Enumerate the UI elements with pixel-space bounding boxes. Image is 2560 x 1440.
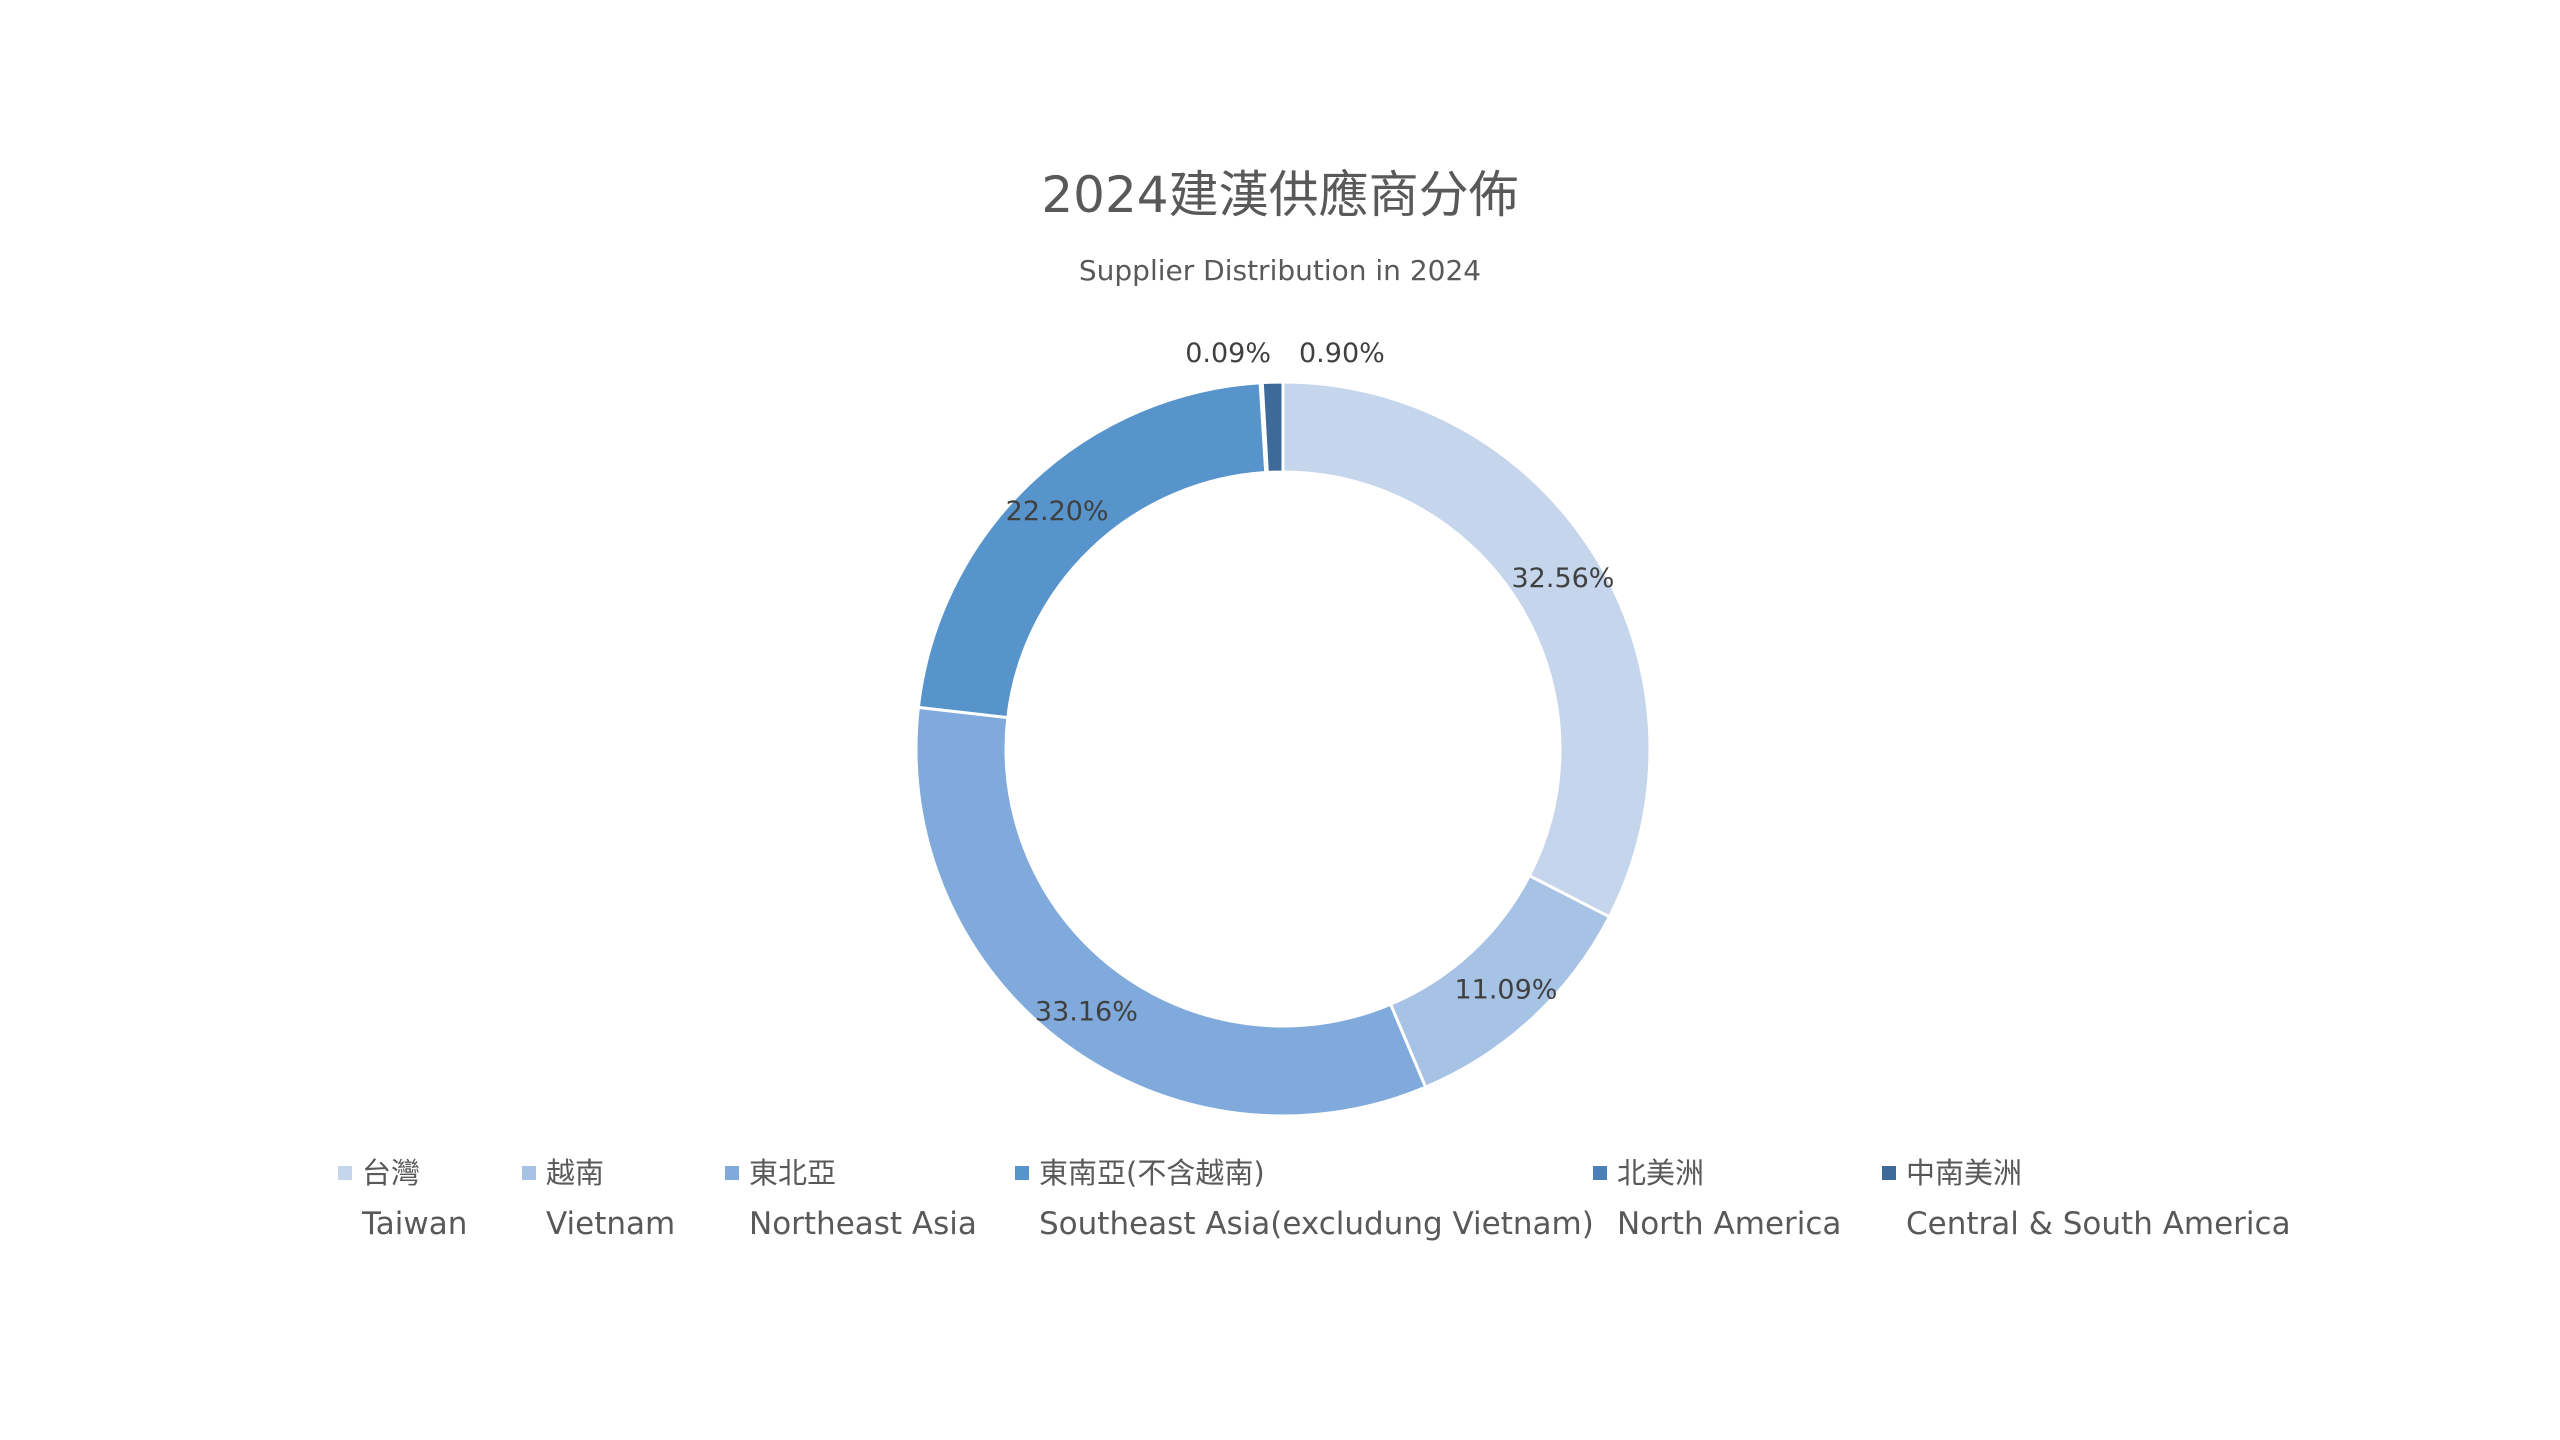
donut-slice-taiwan: [1281, 380, 1652, 919]
legend-label-en: Central & South America: [1906, 1206, 2291, 1242]
data-label-north-america: 0.09%: [1185, 338, 1271, 369]
chart-title: 2024建漢供應商分佈: [1041, 166, 1519, 224]
data-label-central-south-america: 0.90%: [1299, 338, 1385, 369]
legend-swatch: [338, 1166, 352, 1180]
legend-swatch: [1593, 1166, 1607, 1180]
donut-slice-northeast-asia: [914, 705, 1428, 1118]
legend-swatch: [1882, 1166, 1896, 1180]
legend-label-zh: 東南亞(不含越南): [1039, 1156, 1265, 1190]
legend-swatch: [1015, 1166, 1029, 1180]
donut-slice-southeast-asia-excludung-vietnam: [916, 381, 1268, 720]
legend-label-en: North America: [1617, 1206, 1842, 1242]
donut-value-labels: 32.56% 11.09% 33.16% 22.20% 0.09% 0.90%: [1006, 338, 1615, 1028]
legend-label-zh: 東北亞: [749, 1156, 837, 1190]
legend-label-zh: 中南美洲: [1906, 1156, 2023, 1190]
legend-label-zh: 台灣: [362, 1156, 421, 1190]
legend-label-en: Vietnam: [546, 1206, 676, 1242]
legend-label-zh: 北美洲: [1617, 1156, 1705, 1190]
legend-swatch: [522, 1166, 536, 1180]
legend-label-en: Southeast Asia(excludung Vietnam): [1039, 1206, 1594, 1242]
data-label-taiwan: 32.56%: [1512, 563, 1615, 594]
data-label-vietnam: 11.09%: [1454, 975, 1557, 1006]
legend-label-en: Taiwan: [362, 1206, 468, 1242]
data-label-southeast-asia-excludung-vietnam: 22.20%: [1006, 496, 1109, 527]
legend-label-zh: 越南: [546, 1156, 605, 1190]
donut-slice-central-south-america: [1260, 380, 1285, 475]
legend-swatch: [725, 1166, 739, 1180]
legend-label-en: Northeast Asia: [749, 1206, 977, 1242]
chart-subtitle: Supplier Distribution in 2024: [1078, 254, 1482, 287]
data-label-northeast-asia: 33.16%: [1035, 997, 1138, 1028]
donut-slices: [914, 380, 1652, 1118]
